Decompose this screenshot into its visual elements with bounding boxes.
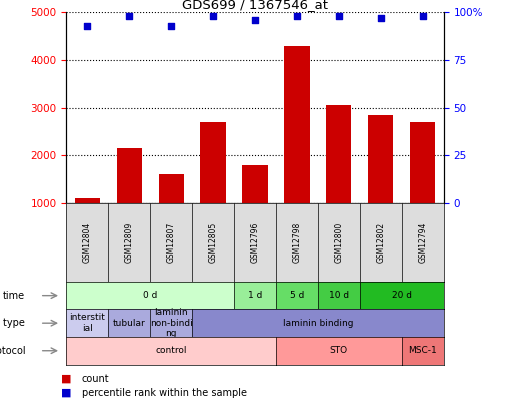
Text: laminin
non-bindi
ng: laminin non-bindi ng	[150, 308, 192, 338]
Title: GDS699 / 1367546_at: GDS699 / 1367546_at	[182, 0, 327, 11]
Text: GSM12798: GSM12798	[292, 222, 301, 263]
Text: growth protocol: growth protocol	[0, 346, 25, 356]
Text: tubular: tubular	[112, 319, 145, 328]
Bar	[117, 148, 142, 251]
Text: control: control	[155, 346, 186, 355]
Text: cell type: cell type	[0, 318, 25, 328]
Text: count: count	[81, 374, 109, 384]
Bar	[158, 174, 183, 251]
Text: time: time	[3, 291, 25, 301]
Text: interstit
ial: interstit ial	[69, 313, 105, 333]
Text: GSM12807: GSM12807	[166, 222, 175, 263]
Text: STO: STO	[329, 346, 347, 355]
Text: GSM12800: GSM12800	[334, 222, 343, 263]
Text: ■: ■	[61, 374, 72, 384]
Bar	[242, 165, 267, 251]
Text: GSM12809: GSM12809	[125, 222, 133, 263]
Point	[376, 15, 384, 21]
Bar	[74, 198, 100, 251]
Point	[334, 13, 342, 19]
Point	[167, 22, 175, 29]
Text: ■: ■	[61, 388, 72, 398]
Bar	[200, 122, 225, 251]
Point	[292, 13, 300, 19]
Text: 5 d: 5 d	[289, 291, 303, 300]
Text: GSM12794: GSM12794	[417, 222, 427, 263]
Text: percentile rank within the sample: percentile rank within the sample	[81, 388, 246, 398]
Text: laminin binding: laminin binding	[282, 319, 352, 328]
Bar	[367, 115, 392, 251]
Point	[209, 13, 217, 19]
Text: 10 d: 10 d	[328, 291, 348, 300]
Text: 1 d: 1 d	[247, 291, 262, 300]
Text: GSM12805: GSM12805	[208, 222, 217, 263]
Point	[83, 22, 91, 29]
Point	[250, 17, 259, 23]
Text: MSC-1: MSC-1	[408, 346, 436, 355]
Text: GSM12796: GSM12796	[250, 222, 259, 263]
Text: 0 d: 0 d	[143, 291, 157, 300]
Text: GSM12802: GSM12802	[376, 222, 384, 263]
Bar	[326, 105, 351, 251]
Point	[125, 13, 133, 19]
Bar	[409, 122, 435, 251]
Text: 20 d: 20 d	[391, 291, 411, 300]
Bar	[284, 45, 309, 251]
Text: GSM12804: GSM12804	[82, 222, 92, 263]
Point	[418, 13, 426, 19]
